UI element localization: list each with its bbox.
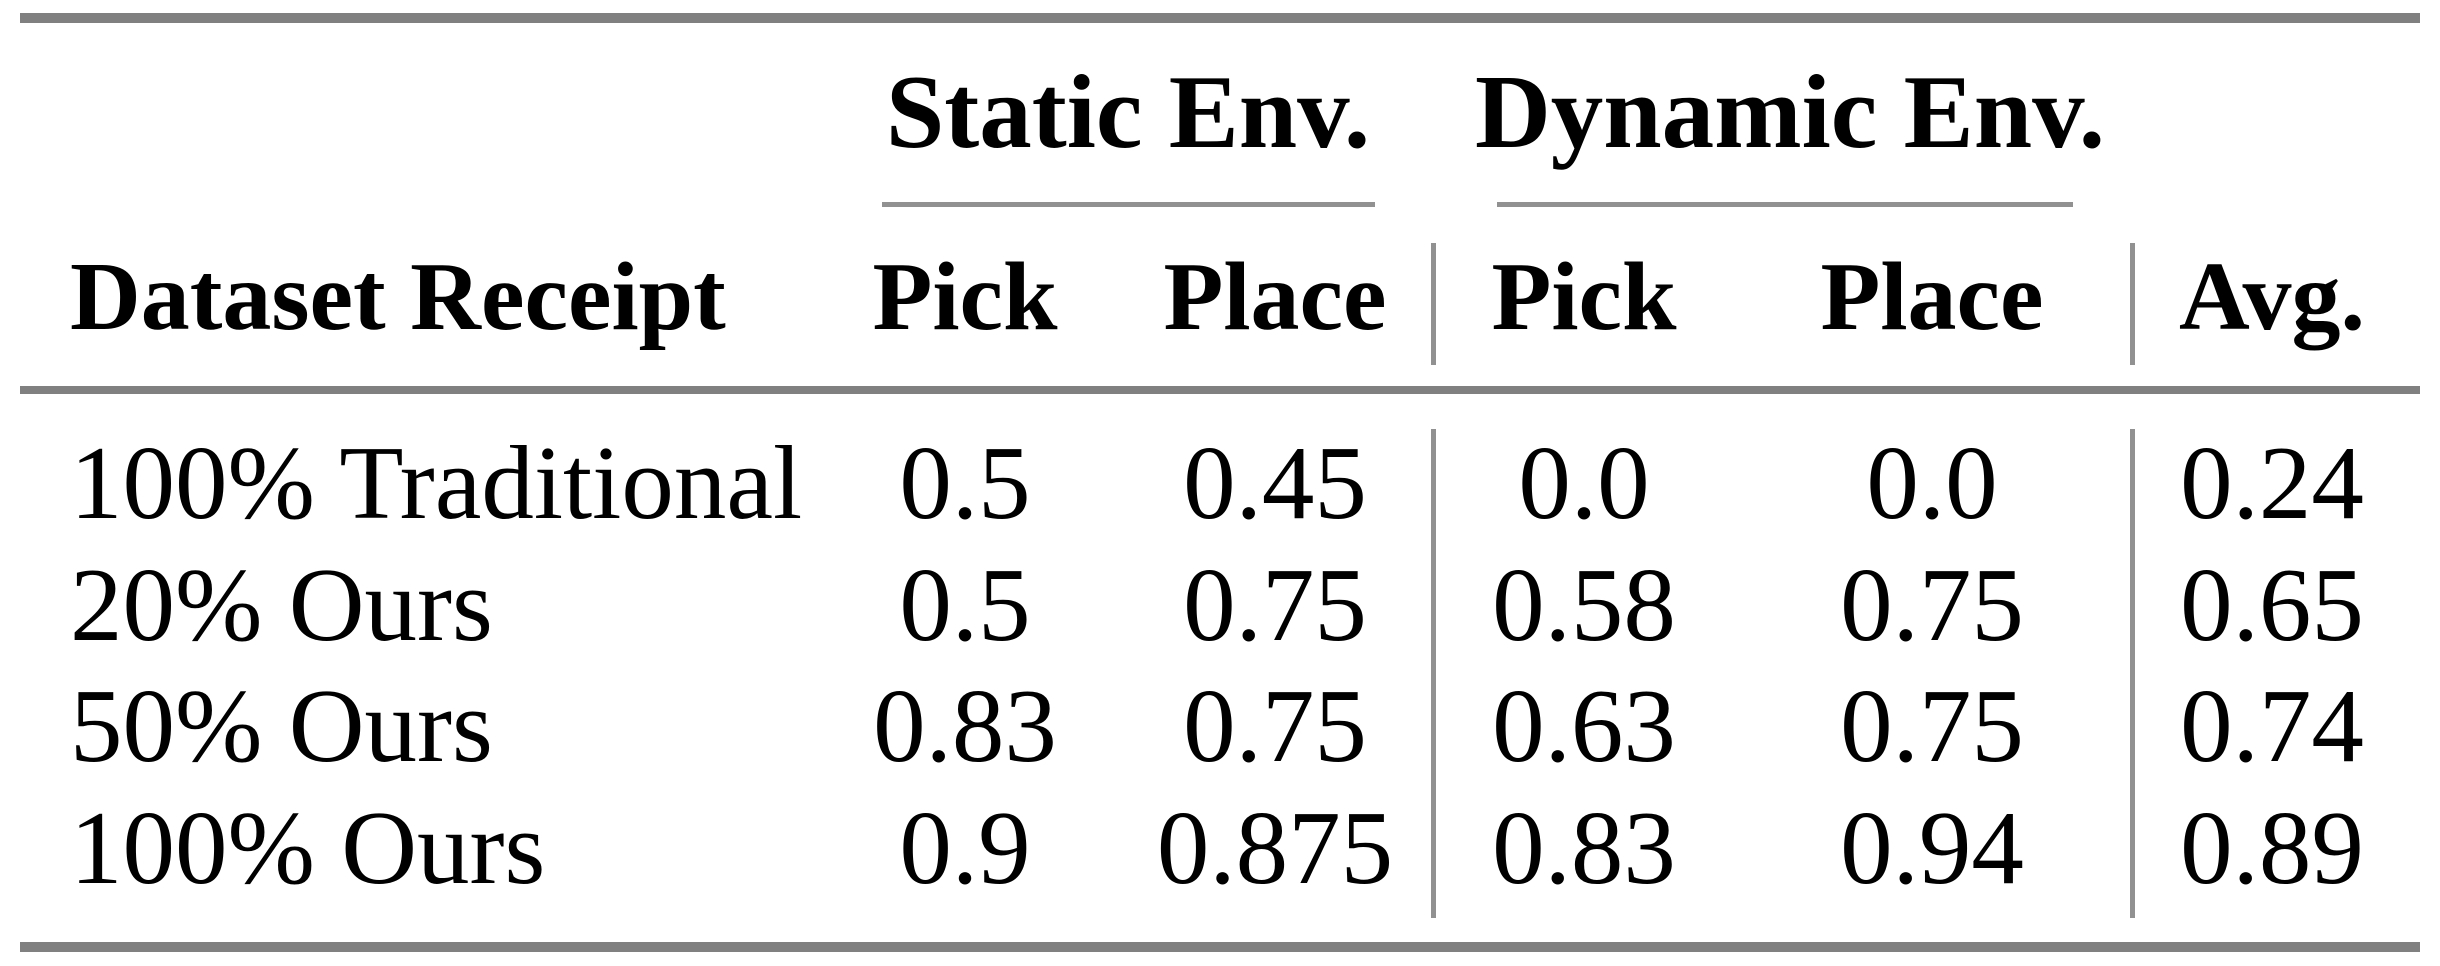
column-separator-1-upper bbox=[1431, 243, 1436, 365]
cell-dynamic-pick: 0.58 bbox=[1492, 546, 1676, 663]
column-group-dynamic-env: Dynamic Env. bbox=[1474, 53, 2106, 170]
column-separator-1-lower bbox=[1431, 429, 1436, 918]
cell-avg: 0.24 bbox=[2180, 424, 2364, 541]
cell-avg: 0.89 bbox=[2180, 789, 2364, 906]
cell-static-pick: 0.5 bbox=[899, 546, 1031, 663]
column-header-dataset-receipt: Dataset Receipt bbox=[70, 243, 726, 351]
cell-dynamic-pick: 0.83 bbox=[1492, 789, 1676, 906]
row-label: 20% Ours bbox=[70, 546, 493, 663]
column-separator-2-upper bbox=[2130, 243, 2135, 365]
cell-dynamic-pick: 0.63 bbox=[1492, 667, 1676, 784]
cell-dynamic-place: 0.0 bbox=[1866, 424, 1998, 541]
column-header-static-place: Place bbox=[1163, 243, 1387, 351]
cell-static-place: 0.75 bbox=[1183, 546, 1367, 663]
header-rule bbox=[20, 386, 2420, 394]
cell-dynamic-place: 0.75 bbox=[1840, 546, 2024, 663]
cell-static-place: 0.875 bbox=[1156, 789, 1394, 906]
dynamic-group-underline bbox=[1497, 202, 2073, 207]
top-rule bbox=[20, 13, 2420, 23]
cell-dynamic-place: 0.75 bbox=[1840, 667, 2024, 784]
cell-static-pick: 0.83 bbox=[873, 667, 1057, 784]
row-label: 100% Ours bbox=[70, 789, 546, 906]
cell-dynamic-place: 0.94 bbox=[1840, 789, 2024, 906]
column-header-dynamic-pick: Pick bbox=[1491, 243, 1677, 351]
cell-static-place: 0.75 bbox=[1183, 667, 1367, 784]
column-header-avg: Avg. bbox=[2179, 243, 2365, 351]
row-label: 100% Traditional bbox=[70, 424, 803, 541]
column-header-dynamic-place: Place bbox=[1820, 243, 2044, 351]
cell-avg: 0.65 bbox=[2180, 546, 2364, 663]
column-group-static-env: Static Env. bbox=[885, 53, 1371, 170]
cell-static-pick: 0.9 bbox=[899, 789, 1031, 906]
cell-dynamic-pick: 0.0 bbox=[1518, 424, 1650, 541]
static-group-underline bbox=[882, 202, 1375, 207]
bottom-rule bbox=[20, 942, 2420, 952]
cell-static-pick: 0.5 bbox=[899, 424, 1031, 541]
column-separator-2-lower bbox=[2130, 429, 2135, 918]
cell-avg: 0.74 bbox=[2180, 667, 2364, 784]
cell-static-place: 0.45 bbox=[1183, 424, 1367, 541]
row-label: 50% Ours bbox=[70, 667, 493, 784]
column-header-static-pick: Pick bbox=[872, 243, 1058, 351]
